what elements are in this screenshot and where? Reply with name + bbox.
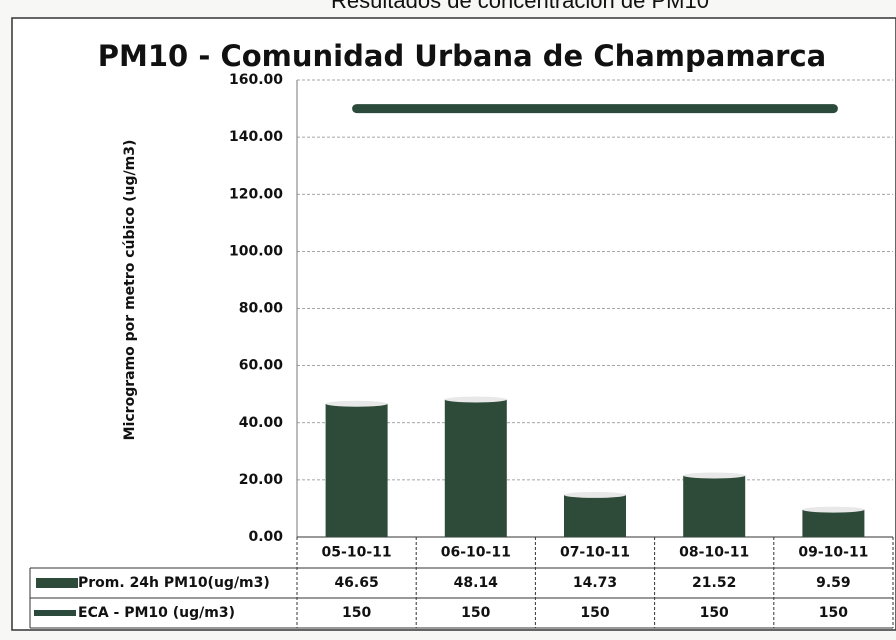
bar-top	[325, 400, 388, 407]
y-tick-label: 80.00	[239, 301, 284, 317]
bar	[564, 494, 626, 537]
x-tick-label: 07-10-11	[560, 545, 630, 561]
x-tick-label: 08-10-11	[679, 545, 749, 561]
table-value: 150	[461, 605, 490, 621]
y-tick-label: 160.00	[229, 72, 283, 88]
x-tick-label: 05-10-11	[322, 545, 392, 561]
legend-key	[36, 578, 78, 588]
x-tick-label: 09-10-11	[798, 545, 868, 561]
table-value: 150	[580, 605, 609, 621]
y-tick-label: 140.00	[229, 129, 283, 145]
chart-title: PM10 - Comunidad Urbana de Champamarca	[98, 39, 826, 73]
y-tick-label: 0.00	[248, 529, 283, 545]
bar	[802, 509, 865, 537]
caption: Resultados de concentración de PM10	[331, 0, 709, 13]
y-tick-label: 20.00	[239, 472, 284, 488]
bar	[444, 399, 507, 537]
y-tick-label: 40.00	[239, 415, 284, 431]
legend-label: Prom. 24h PM10(ug/m3)	[78, 575, 270, 591]
table-value: 21.52	[692, 575, 736, 591]
x-tick-label: 06-10-11	[441, 545, 511, 561]
y-tick-label: 60.00	[239, 358, 284, 374]
bar-top	[683, 472, 746, 479]
y-tick-label: 120.00	[229, 186, 283, 202]
bar-top	[444, 396, 507, 403]
table-value: 150	[819, 605, 848, 621]
table-value: 150	[342, 605, 371, 621]
bar	[683, 475, 746, 537]
table-value: 9.59	[816, 575, 851, 591]
y-tick-label: 100.00	[229, 243, 283, 259]
bar	[325, 403, 388, 537]
y-axis-label: Microgramo por metro cúbico (ug/m3)	[122, 140, 138, 441]
table-value: 46.65	[334, 575, 378, 591]
bar-top	[802, 506, 865, 513]
table-value: 14.73	[573, 575, 617, 591]
table-value: 150	[700, 605, 729, 621]
legend-label: ECA - PM10 (ug/m3)	[78, 605, 235, 621]
bar-top	[564, 491, 626, 498]
table-value: 48.14	[454, 575, 499, 591]
